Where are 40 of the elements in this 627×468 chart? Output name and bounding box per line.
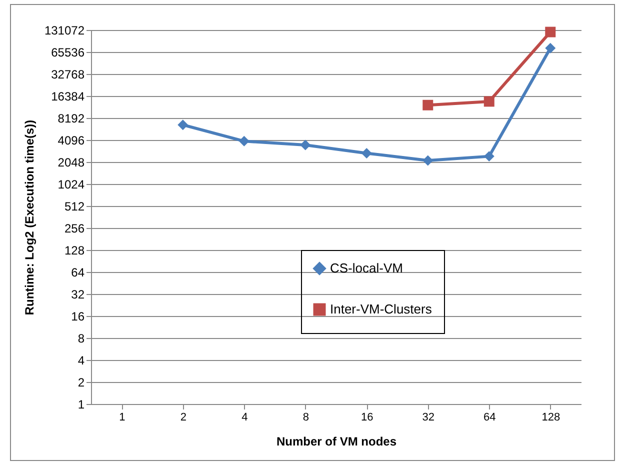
point [484, 151, 494, 162]
y-tick-label: 2 [78, 376, 85, 390]
y-tick-label: 131072 [44, 24, 85, 38]
y-tick-label: 1 [78, 398, 85, 412]
x-axis-title: Number of VM nodes [276, 434, 397, 448]
y-tick-label: 1024 [58, 178, 85, 192]
x-tick-label: 64 [484, 412, 496, 424]
y-axis-title: Runtime: Log2 (Execution time(s)) [22, 120, 36, 316]
y-tick-label: 16 [71, 310, 85, 324]
y-tick-label: 32768 [51, 68, 85, 82]
point [178, 120, 188, 130]
x-tick-label: 2 [180, 412, 186, 424]
point [238, 136, 250, 146]
legend-label: CS-local-VM [330, 260, 403, 276]
x-tick-label: 1 [119, 412, 126, 424]
y-tick-label: 64 [71, 266, 85, 280]
point [545, 42, 556, 54]
x-tick-label: 32 [422, 412, 434, 424]
point [484, 96, 494, 107]
point [422, 100, 434, 110]
y-tick-label: 4 [78, 354, 85, 368]
y-tick-label: 65536 [51, 46, 85, 60]
x-tick-label: 4 [242, 412, 248, 424]
y-tick-label: 16384 [51, 90, 85, 104]
y-tick-label: 4096 [58, 134, 85, 148]
point [545, 26, 556, 38]
x-tick-label: 8 [302, 412, 309, 424]
y-tick-label: 512 [64, 200, 85, 214]
point [361, 148, 372, 158]
y-tick-label: 128 [64, 244, 85, 258]
x-tick-label: 16 [361, 412, 374, 424]
x-tick-label: 128 [542, 412, 560, 424]
point [300, 140, 311, 150]
y-tick-label: 32 [71, 288, 85, 302]
y-tick-label: 2048 [58, 156, 85, 170]
point [422, 155, 434, 166]
legend-label: Inter-VM-Clusters [330, 302, 432, 316]
y-tick-label: 8192 [58, 112, 85, 126]
y-tick-label: 256 [64, 222, 85, 236]
y-tick-label: 8 [78, 332, 85, 346]
